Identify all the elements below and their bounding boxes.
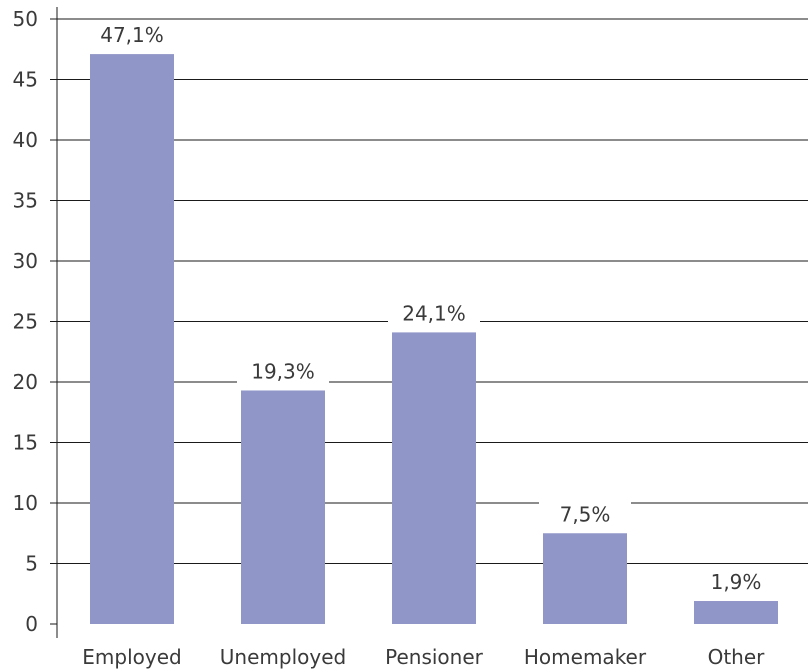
y-tick-label: 20: [13, 370, 38, 394]
y-tick-label: 5: [25, 552, 38, 576]
y-tick-label: 30: [13, 249, 38, 273]
x-category-label: Other: [708, 645, 766, 669]
x-category-label: Unemployed: [220, 645, 346, 669]
y-tick-label: 10: [13, 491, 38, 515]
data-label-bg: [388, 300, 480, 329]
bar-homemaker: [543, 533, 627, 624]
data-label-bg: [690, 569, 782, 598]
data-label: 47,1%: [100, 23, 164, 47]
data-label: 24,1%: [402, 301, 466, 325]
y-tick-label: 45: [13, 68, 38, 92]
x-category-label: Homemaker: [524, 645, 647, 669]
bar-employed: [90, 54, 174, 624]
bar-pensioner: [392, 332, 476, 624]
bars: [90, 54, 778, 624]
x-axis: Employed Unemployed Pensioner Homemaker Othe…: [82, 645, 765, 669]
data-label: 1,9%: [711, 570, 762, 594]
y-axis: 0 5 10 15 20 25 30 35 40 45 50: [13, 7, 58, 638]
y-tick-label: 0: [25, 612, 38, 636]
y-tick-label: 15: [13, 431, 38, 455]
y-tick-label: 25: [13, 310, 38, 334]
bar-unemployed: [241, 390, 325, 624]
data-label: 19,3%: [251, 359, 315, 383]
y-tick-label: 35: [13, 189, 38, 213]
data-labels: 47,1% 19,3% 24,1% 7,5% 1,9%: [86, 22, 782, 598]
data-label: 7,5%: [560, 502, 611, 526]
y-tick-label: 40: [13, 128, 38, 152]
y-tick-label: 50: [13, 7, 38, 31]
data-label-bg: [237, 358, 329, 387]
x-category-label: Employed: [82, 645, 181, 669]
bar-other: [694, 601, 778, 624]
data-label-bg: [539, 501, 631, 530]
x-category-label: Pensioner: [385, 645, 484, 669]
data-label-bg: [86, 22, 178, 51]
